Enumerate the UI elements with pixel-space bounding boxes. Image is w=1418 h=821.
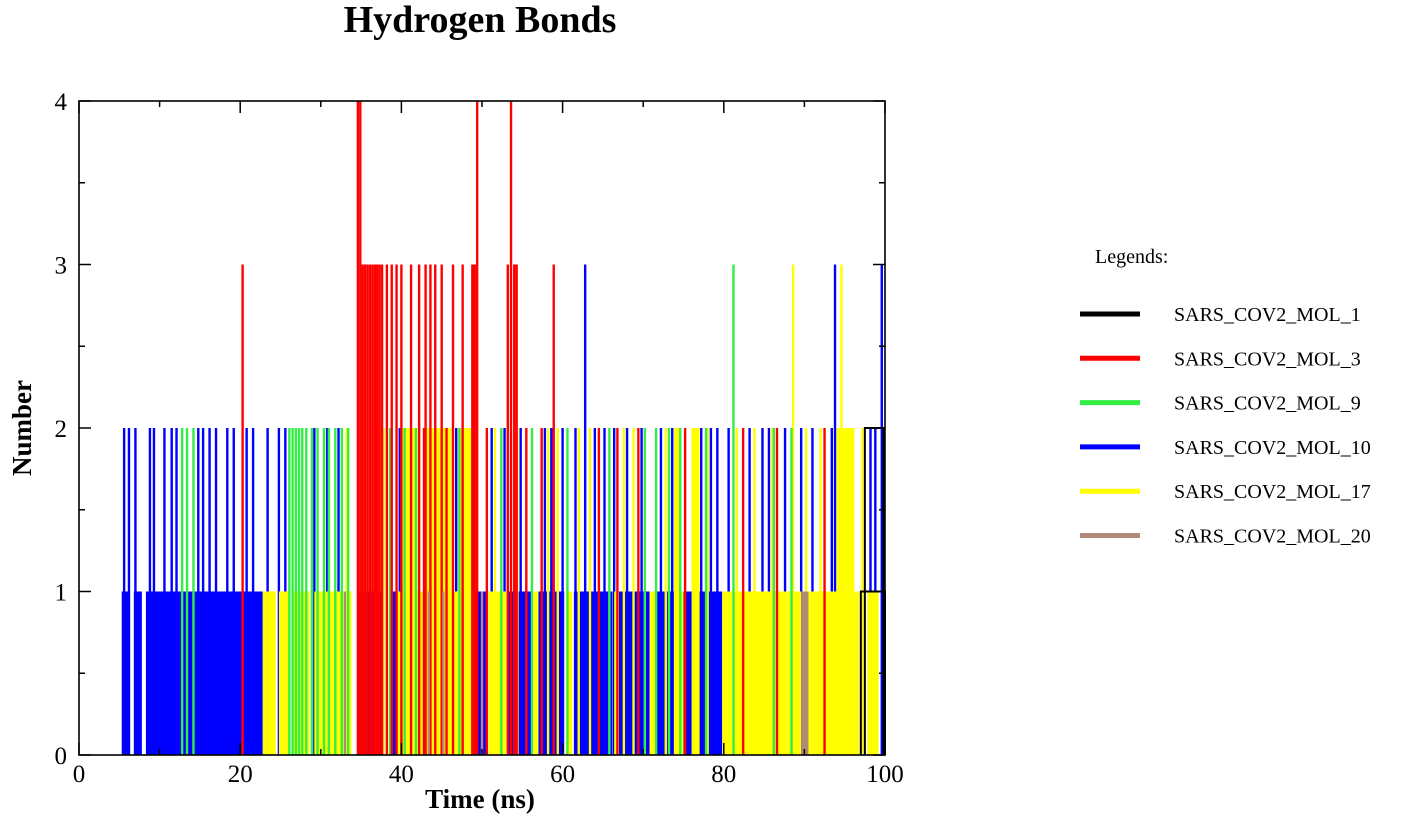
series-band [390,591,397,755]
series-band [801,591,809,755]
legend-label: SARS_COV2_MOL_1 [1174,304,1361,326]
y-tick-label: 2 [55,416,68,443]
x-tick-label: 60 [550,761,575,788]
legend-title: Legends: [1095,246,1168,268]
legend-item: SARS_COV2_MOL_17 [1080,481,1371,503]
series-band [867,591,879,755]
legend-label: SARS_COV2_MOL_17 [1174,481,1371,503]
y-axis-label: Number [7,380,37,476]
series-sars-cov2-mol-3 [241,101,826,755]
series-band [457,428,473,755]
series-sars-cov2-mol-20 [343,591,809,755]
series-band [691,428,700,755]
legend-label: SARS_COV2_MOL_3 [1174,348,1361,370]
y-tick-label: 0 [55,743,68,770]
series-sars-cov2-mol-9 [180,264,793,755]
legend-label: SARS_COV2_MOL_9 [1174,393,1361,415]
series-band [533,591,539,755]
series-band [121,591,130,755]
y-tick-label: 4 [55,89,68,116]
axis-ticks: 0 20 40 60 80 100 0 1 2 3 4 [55,89,904,788]
x-tick-label: 0 [73,761,86,788]
series-band [262,591,276,755]
legend: SARS_COV2_MOL_1 SARS_COV2_MOL_3 SARS_COV2_… [1080,304,1371,548]
x-tick-label: 80 [711,761,736,788]
legend-item: SARS_COV2_MOL_10 [1080,437,1371,459]
series-band [683,591,723,755]
legend-label: SARS_COV2_MOL_10 [1174,437,1371,459]
series-band [673,428,681,755]
y-tick-label: 3 [55,253,68,280]
series-band [722,591,802,755]
legend-label: SARS_COV2_MOL_20 [1174,526,1371,548]
series-band [573,591,613,755]
plot-area [121,101,886,755]
x-tick-label: 20 [228,761,253,788]
x-tick-label: 100 [866,761,904,788]
series-band [488,591,507,755]
x-axis-label: Time (ns) [425,784,535,814]
y-tick-label: 1 [55,580,68,607]
chart-title: Hydrogen Bonds [344,0,617,41]
legend-item: SARS_COV2_MOL_20 [1080,526,1371,548]
series-band [649,591,657,755]
series-band [278,591,289,755]
legend-item: SARS_COV2_MOL_9 [1080,393,1361,415]
series-band [836,428,855,755]
x-tick-label: 40 [389,761,414,788]
series-band [133,591,142,755]
legend-item: SARS_COV2_MOL_3 [1080,348,1361,370]
legend-item: SARS_COV2_MOL_1 [1080,304,1361,326]
series-band [565,591,573,755]
